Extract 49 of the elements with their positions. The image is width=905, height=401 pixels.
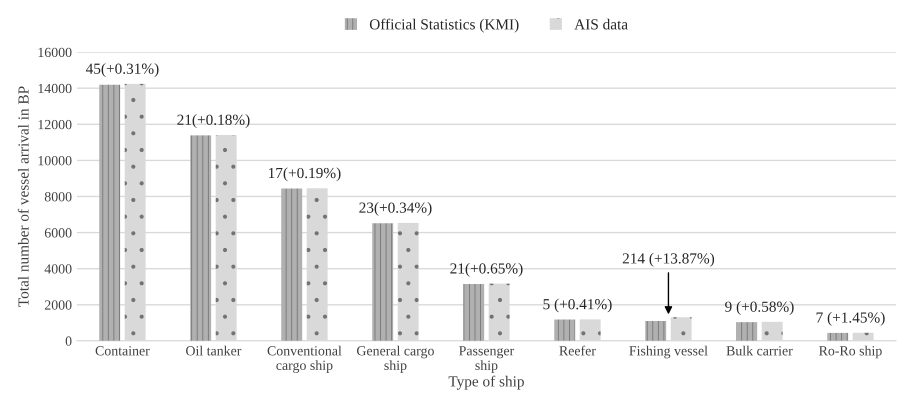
x-tick-label: Bulk carrier <box>726 346 793 356</box>
x-axis-title: Type of ship <box>448 376 524 390</box>
bar <box>645 321 666 341</box>
y-tick-label: 10000 <box>38 156 72 166</box>
bar <box>216 134 237 341</box>
bar <box>852 332 874 341</box>
x-tick-label: Container <box>96 346 150 356</box>
bar <box>827 332 848 341</box>
annotation: 7 (+1.45%) <box>816 312 885 326</box>
bar <box>124 84 146 341</box>
x-tick-label: Passenger ship <box>459 346 514 373</box>
y-axis-title: Total number of vessel arrival in BP <box>18 86 29 307</box>
bar <box>306 188 328 341</box>
y-tick-label: 8000 <box>44 192 72 202</box>
bar <box>398 222 419 341</box>
x-tick-label: General cargo ship <box>356 346 434 373</box>
y-tick-label: 16000 <box>38 48 72 58</box>
y-tick-label: 4000 <box>44 264 72 274</box>
bar <box>670 317 692 341</box>
annotation: 17(+0.19%) <box>269 167 341 182</box>
y-tick-label: 6000 <box>44 228 72 238</box>
bar <box>372 223 394 341</box>
x-tick-label: Conventional cargo ship <box>268 346 342 373</box>
annotation: 214 (+13.87%) <box>622 252 714 267</box>
annotation: 5 (+0.41%) <box>543 298 612 312</box>
x-tick-label: Oil tanker <box>186 346 242 356</box>
annotation: 45(+0.31%) <box>86 63 159 77</box>
bar <box>554 320 576 341</box>
annotation: 21(+0.18%) <box>177 114 250 128</box>
bar <box>762 322 783 341</box>
annotation: 9 (+0.58%) <box>725 301 794 315</box>
y-tick-label: 14000 <box>38 84 72 94</box>
bar <box>488 284 510 341</box>
y-tick-label: 2000 <box>44 300 72 310</box>
bar <box>281 188 302 341</box>
bar <box>99 84 120 341</box>
x-tick-label: Fishing vessel <box>629 346 708 358</box>
y-tick-label: 0 <box>66 336 72 346</box>
bar <box>463 284 484 341</box>
legend-label: Official Statistics (KMI) <box>370 18 519 33</box>
bar <box>736 322 758 341</box>
bar <box>580 319 601 341</box>
annotation: 23(+0.34%) <box>359 202 432 216</box>
x-tick-label: Ro-Ro ship <box>819 346 882 358</box>
y-tick-label: 12000 <box>38 120 72 130</box>
annotation: 21(+0.65%) <box>450 262 523 277</box>
legend-label: AIS data <box>574 18 628 30</box>
x-tick-label: Reefer <box>559 346 596 356</box>
bar <box>190 135 212 341</box>
